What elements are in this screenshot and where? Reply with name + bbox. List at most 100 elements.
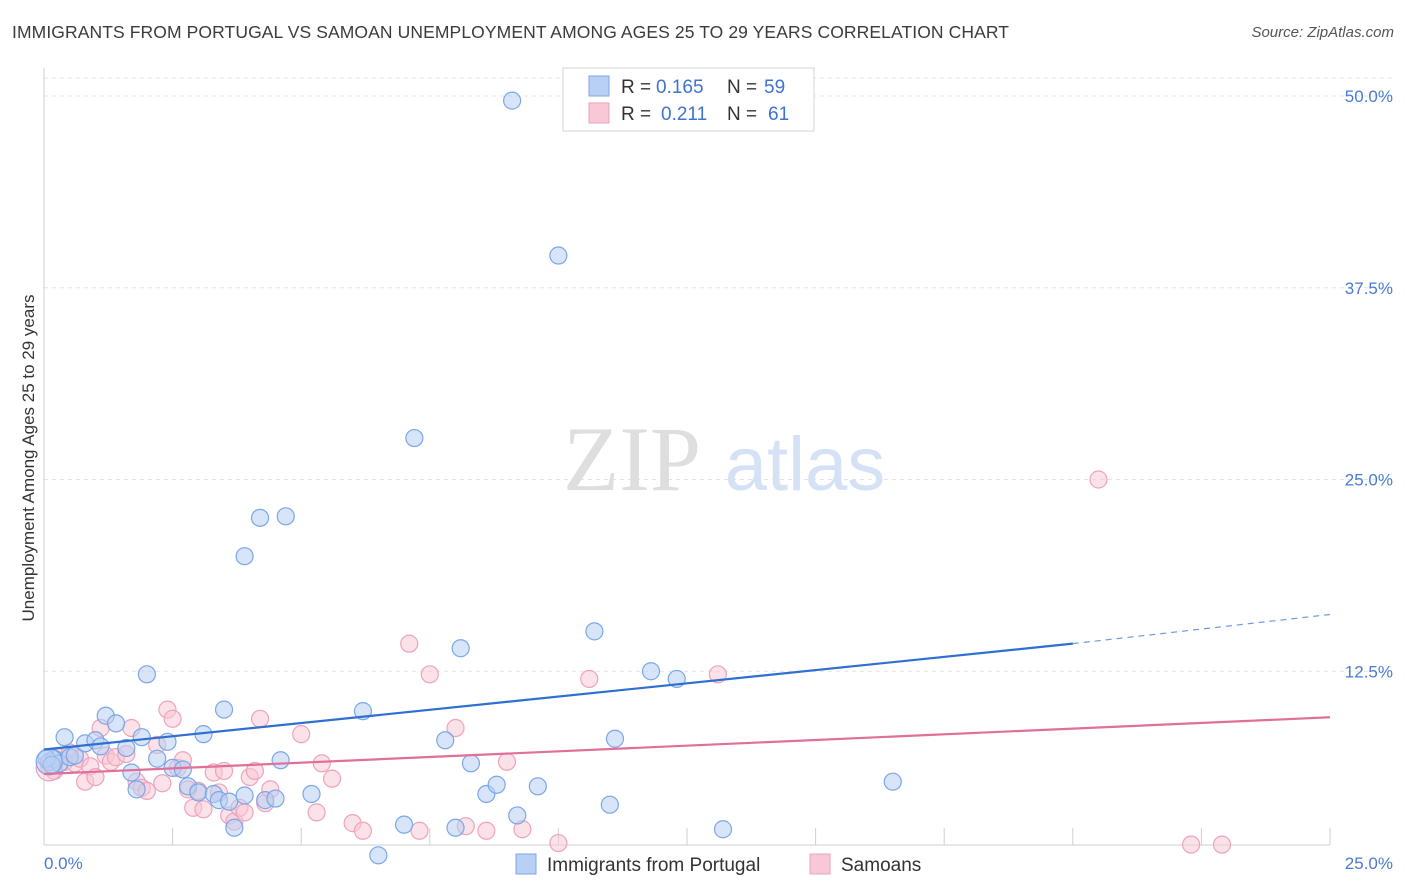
y-tick-label-0: 12.5% [1345,662,1393,681]
portugal-point-38 [394,815,414,834]
chart-title: IMMIGRANTS FROM PORTUGAL VS SAMOAN UNEMP… [12,22,1010,42]
portugal-point-55 [713,820,733,839]
legend-r-label-portugal: R = [621,77,651,98]
portugal-point-43 [461,754,481,773]
portugal-trend-extension [1072,613,1331,645]
portugal-point-34 [276,507,295,526]
samoans-point-41 [292,725,311,744]
samoans-point-56 [580,669,599,689]
portugal-point-51 [600,795,619,814]
chart-source: Source: ZipAtlas.com [1251,24,1394,41]
samoans-point-20 [153,774,172,793]
portugal-point-48 [528,777,547,796]
series-portugal-points [35,91,902,865]
bottom-legend-label-samoans: Samoans [841,855,921,876]
samoans-point-35 [235,803,254,822]
portugal-point-37 [369,846,388,865]
legend-r-value-samoans: 0.211 [661,104,707,125]
portugal-point-53 [641,662,661,681]
legend-n-value-samoans: 61 [768,104,789,125]
portugal-point-42 [451,639,470,658]
portugal-point-47 [508,806,527,825]
samoans-point-43 [312,754,331,773]
trend-lines [43,613,1331,776]
samoans-point-42 [307,803,326,822]
portugal-point-45 [487,775,506,794]
portugal-point-35 [302,784,321,804]
samoans-point-49 [420,665,439,684]
grid-lines [44,77,1392,672]
portugal-point-50 [585,622,604,641]
portugal-point-52 [605,729,625,748]
portugal-point-25 [214,700,234,719]
portugal-point-32 [266,789,285,808]
portugal-point-29 [235,786,254,805]
legend-n-label-samoans: N = [727,104,757,125]
y-tick-labels: 12.5% 25.0% 37.5% 50.0% [1345,87,1393,681]
y-tick-label-3: 50.0% [1345,87,1393,106]
samoans-point-59 [1182,835,1201,854]
stats-legend: R = 0.165 N = 59 R = 0.211 N = 61 [562,67,815,132]
axes [43,68,1331,846]
portugal-point-12 [122,763,141,782]
watermark-zip: ZIP [563,408,701,510]
legend-n-label-portugal: N = [727,77,757,98]
portugal-point-40 [436,731,455,750]
bottom-legend-swatch-portugal [515,853,537,875]
portugal-point-30 [250,508,270,527]
portugal-point-56 [883,772,902,791]
samoans-trend-line [43,716,1331,776]
legend-r-label-samoans: R = [621,104,651,125]
portugal-point-39 [405,428,424,448]
portugal-point-49 [549,246,568,265]
legend-swatch-samoans [588,102,610,124]
samoans-point-60 [1212,835,1232,854]
portugal-point-3 [55,728,74,747]
portugal-point-cluster [35,748,63,776]
portugal-point-13 [127,780,146,799]
samoans-point-55 [549,833,568,853]
samoans-point-47 [400,634,419,653]
x-tick-label-0: 0.0% [44,854,83,873]
portugal-point-46 [503,91,522,110]
portugal-point-10 [106,714,126,733]
samoans-point-37 [245,761,265,781]
portugal-point-33 [271,751,290,770]
portugal-point-21 [189,783,208,802]
watermark: ZIP atlas [563,408,885,510]
samoans-point-50 [446,718,465,738]
portugal-point-16 [148,749,167,768]
legend-swatch-portugal [588,75,610,97]
watermark-atlas: atlas [725,422,886,507]
samoans-point-57 [708,665,727,684]
legend-n-value-portugal: 59 [764,77,785,98]
samoans-point-52 [477,821,496,840]
samoans-point-28 [194,800,213,819]
portugal-point-14 [132,728,151,747]
portugal-point-8 [91,737,110,756]
y-tick-label-2: 37.5% [1345,279,1393,298]
samoans-point-38 [250,709,270,728]
portugal-point-27 [225,818,244,837]
samoans-point-22 [163,709,182,728]
portugal-point-28 [235,547,254,566]
portugal-point-41 [446,818,465,837]
bottom-legend-label-portugal: Immigrants from Portugal [547,855,760,876]
portugal-point-11 [117,738,136,758]
legend-r-value-portugal: 0.165 [656,77,704,98]
portugal-point-26 [220,792,239,811]
portugal-trend-line [43,642,1073,751]
y-tick-label-1: 25.0% [1345,471,1393,490]
samoans-point-53 [497,752,517,771]
portugal-point-15 [137,665,156,684]
portugal-point-19 [173,760,192,779]
x-tick-label-1: 25.0% [1345,854,1393,873]
samoans-point-58 [1089,470,1108,489]
bottom-legend-swatch-samoans [809,853,831,875]
samoans-point-46 [353,821,373,840]
samoans-point-44 [322,769,342,788]
y-axis-label: Unemployment Among Ages 25 to 29 years [19,295,38,622]
samoans-point-48 [410,821,429,840]
x-tick-labels: 0.0% 25.0% [44,854,1393,873]
